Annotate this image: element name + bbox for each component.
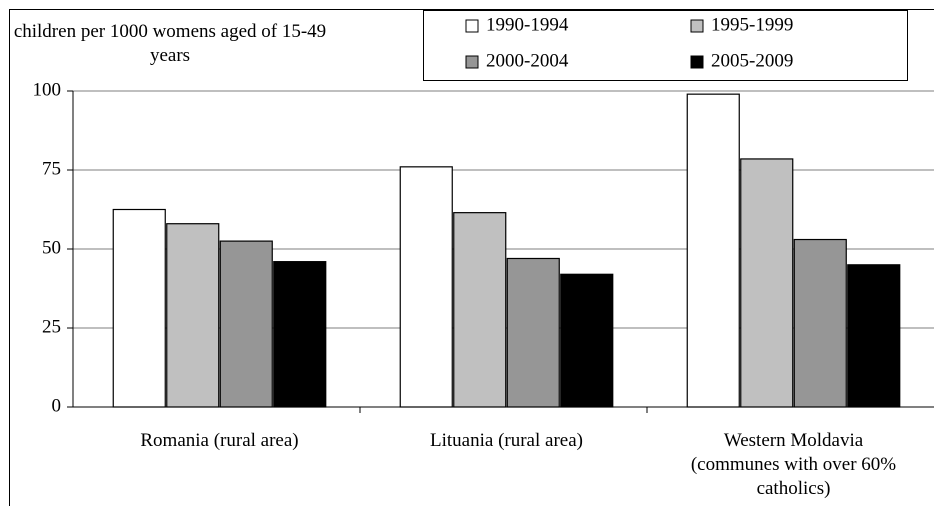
bar xyxy=(112,208,166,408)
legend-swatch xyxy=(690,55,704,69)
y-tick-label: 0 xyxy=(52,395,62,416)
x-tick-label: Western Moldavia (communes with over 60%… xyxy=(690,430,897,499)
bar xyxy=(793,238,847,408)
legend-label: 2000-2004 xyxy=(486,50,569,71)
y-tick-label: 50 xyxy=(42,237,61,258)
bar xyxy=(166,223,220,408)
bar xyxy=(847,264,901,408)
bar xyxy=(219,240,273,408)
bar xyxy=(740,158,794,408)
bar xyxy=(686,93,740,408)
legend-swatch xyxy=(465,55,479,69)
legend-swatch xyxy=(690,19,704,33)
bar xyxy=(560,273,614,408)
legend-label: 1990-1994 xyxy=(486,14,569,35)
bar xyxy=(506,257,560,408)
bar xyxy=(399,166,453,408)
legend-swatch xyxy=(465,19,479,33)
x-tick-label: Romania (rural area) xyxy=(140,430,299,451)
y-tick-label: 25 xyxy=(42,316,61,337)
y-tick-label: 100 xyxy=(33,79,62,100)
legend-label: 1995-1999 xyxy=(711,14,793,35)
legend-box xyxy=(423,10,908,81)
x-tick-label: Lituania (rural area) xyxy=(430,430,583,451)
bar xyxy=(273,261,327,408)
bar xyxy=(453,212,507,408)
y-tick-label: 75 xyxy=(42,158,61,179)
frame xyxy=(9,9,934,506)
y-axis-title: children per 1000 womens aged of 15-49 y… xyxy=(13,21,327,66)
legend-label: 2005-2009 xyxy=(711,50,793,71)
